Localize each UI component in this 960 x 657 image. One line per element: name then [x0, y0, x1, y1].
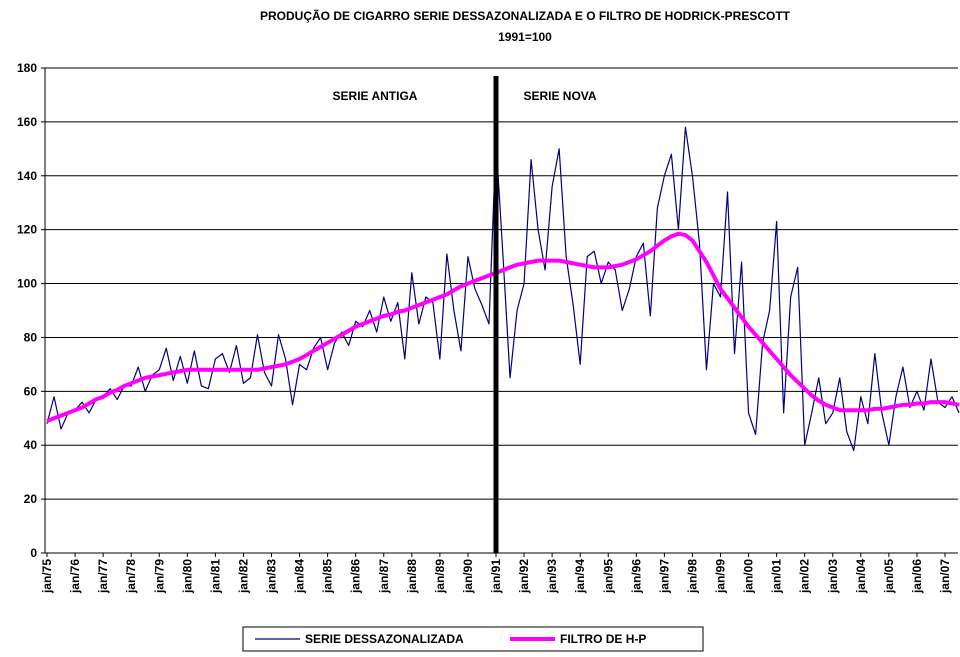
legend-label: SERIE DESSAZONALIZADA	[305, 632, 464, 646]
legend-label: FILTRO DE H-P	[560, 632, 646, 646]
x-tick-label: jan/84	[293, 559, 307, 594]
x-tick-label: jan/79	[152, 559, 166, 594]
annotation: SERIE ANTIGA	[333, 89, 418, 103]
y-tick-label: 60	[24, 384, 38, 398]
x-tick-label: jan/95	[601, 559, 615, 594]
x-tick-label: jan/99	[714, 559, 728, 594]
x-tick-label: jan/85	[321, 559, 335, 594]
x-tick-label: jan/97	[657, 559, 671, 594]
x-tick-label: jan/78	[124, 559, 138, 594]
x-tick-label: jan/77	[96, 559, 110, 594]
chart-title: PRODUÇÃO DE CIGARRO SERIE DESSAZONALIZAD…	[260, 8, 791, 23]
y-tick-label: 80	[24, 330, 38, 344]
x-tick-label: jan/91	[489, 559, 503, 594]
series-line	[46, 231, 960, 423]
x-tick-label: jan/06	[910, 559, 924, 594]
x-tick-label: jan/86	[349, 559, 363, 594]
x-tick-label: jan/89	[433, 559, 447, 594]
x-tick-label: jan/07	[938, 559, 952, 594]
y-tick-label: 100	[17, 277, 37, 291]
x-tick-label: jan/90	[461, 559, 475, 594]
x-tick-label: jan/98	[685, 559, 699, 594]
x-tick-label: jan/05	[882, 559, 896, 594]
legend	[242, 626, 704, 652]
x-tick-label: jan/81	[208, 559, 222, 594]
x-tick-label: jan/93	[545, 559, 559, 594]
x-tick-label: jan/82	[236, 559, 250, 594]
x-tick-label: jan/02	[798, 559, 812, 594]
y-tick-label: 140	[17, 169, 37, 183]
chart-subtitle: 1991=100	[498, 30, 552, 44]
x-tick-label: jan/04	[854, 559, 868, 594]
x-tick-label: jan/96	[629, 559, 643, 594]
annotation: SERIE NOVA	[523, 89, 596, 103]
x-tick-label: jan/92	[517, 559, 531, 594]
x-tick-label: jan/83	[265, 559, 279, 594]
x-tick-label: jan/87	[377, 559, 391, 594]
x-tick-label: jan/00	[742, 559, 756, 594]
x-tick-label: jan/76	[68, 559, 82, 594]
x-tick-label: jan/01	[770, 559, 784, 594]
x-tick-label: jan/80	[180, 559, 194, 594]
plot-area: 0 20 40 60 80 100 120 140 160 180 jan/75 jan/76 jan/…	[17, 61, 960, 594]
legend-items: SERIE DESSAZONALIZADA FILTRO DE H-P	[255, 632, 646, 646]
x-tick-label: jan/94	[573, 559, 587, 594]
y-tick-label: 180	[17, 61, 37, 75]
x-tick-label: jan/75	[40, 559, 54, 594]
x-tick-label: jan/03	[826, 559, 840, 594]
y-tick-label: 40	[24, 438, 38, 452]
y-tick-label: 0	[30, 546, 37, 560]
series-line	[46, 126, 960, 452]
y-tick-label: 120	[17, 223, 37, 237]
y-tick-label: 160	[17, 115, 37, 129]
y-tick-label: 20	[24, 492, 38, 506]
x-tick-label: jan/88	[405, 559, 419, 594]
